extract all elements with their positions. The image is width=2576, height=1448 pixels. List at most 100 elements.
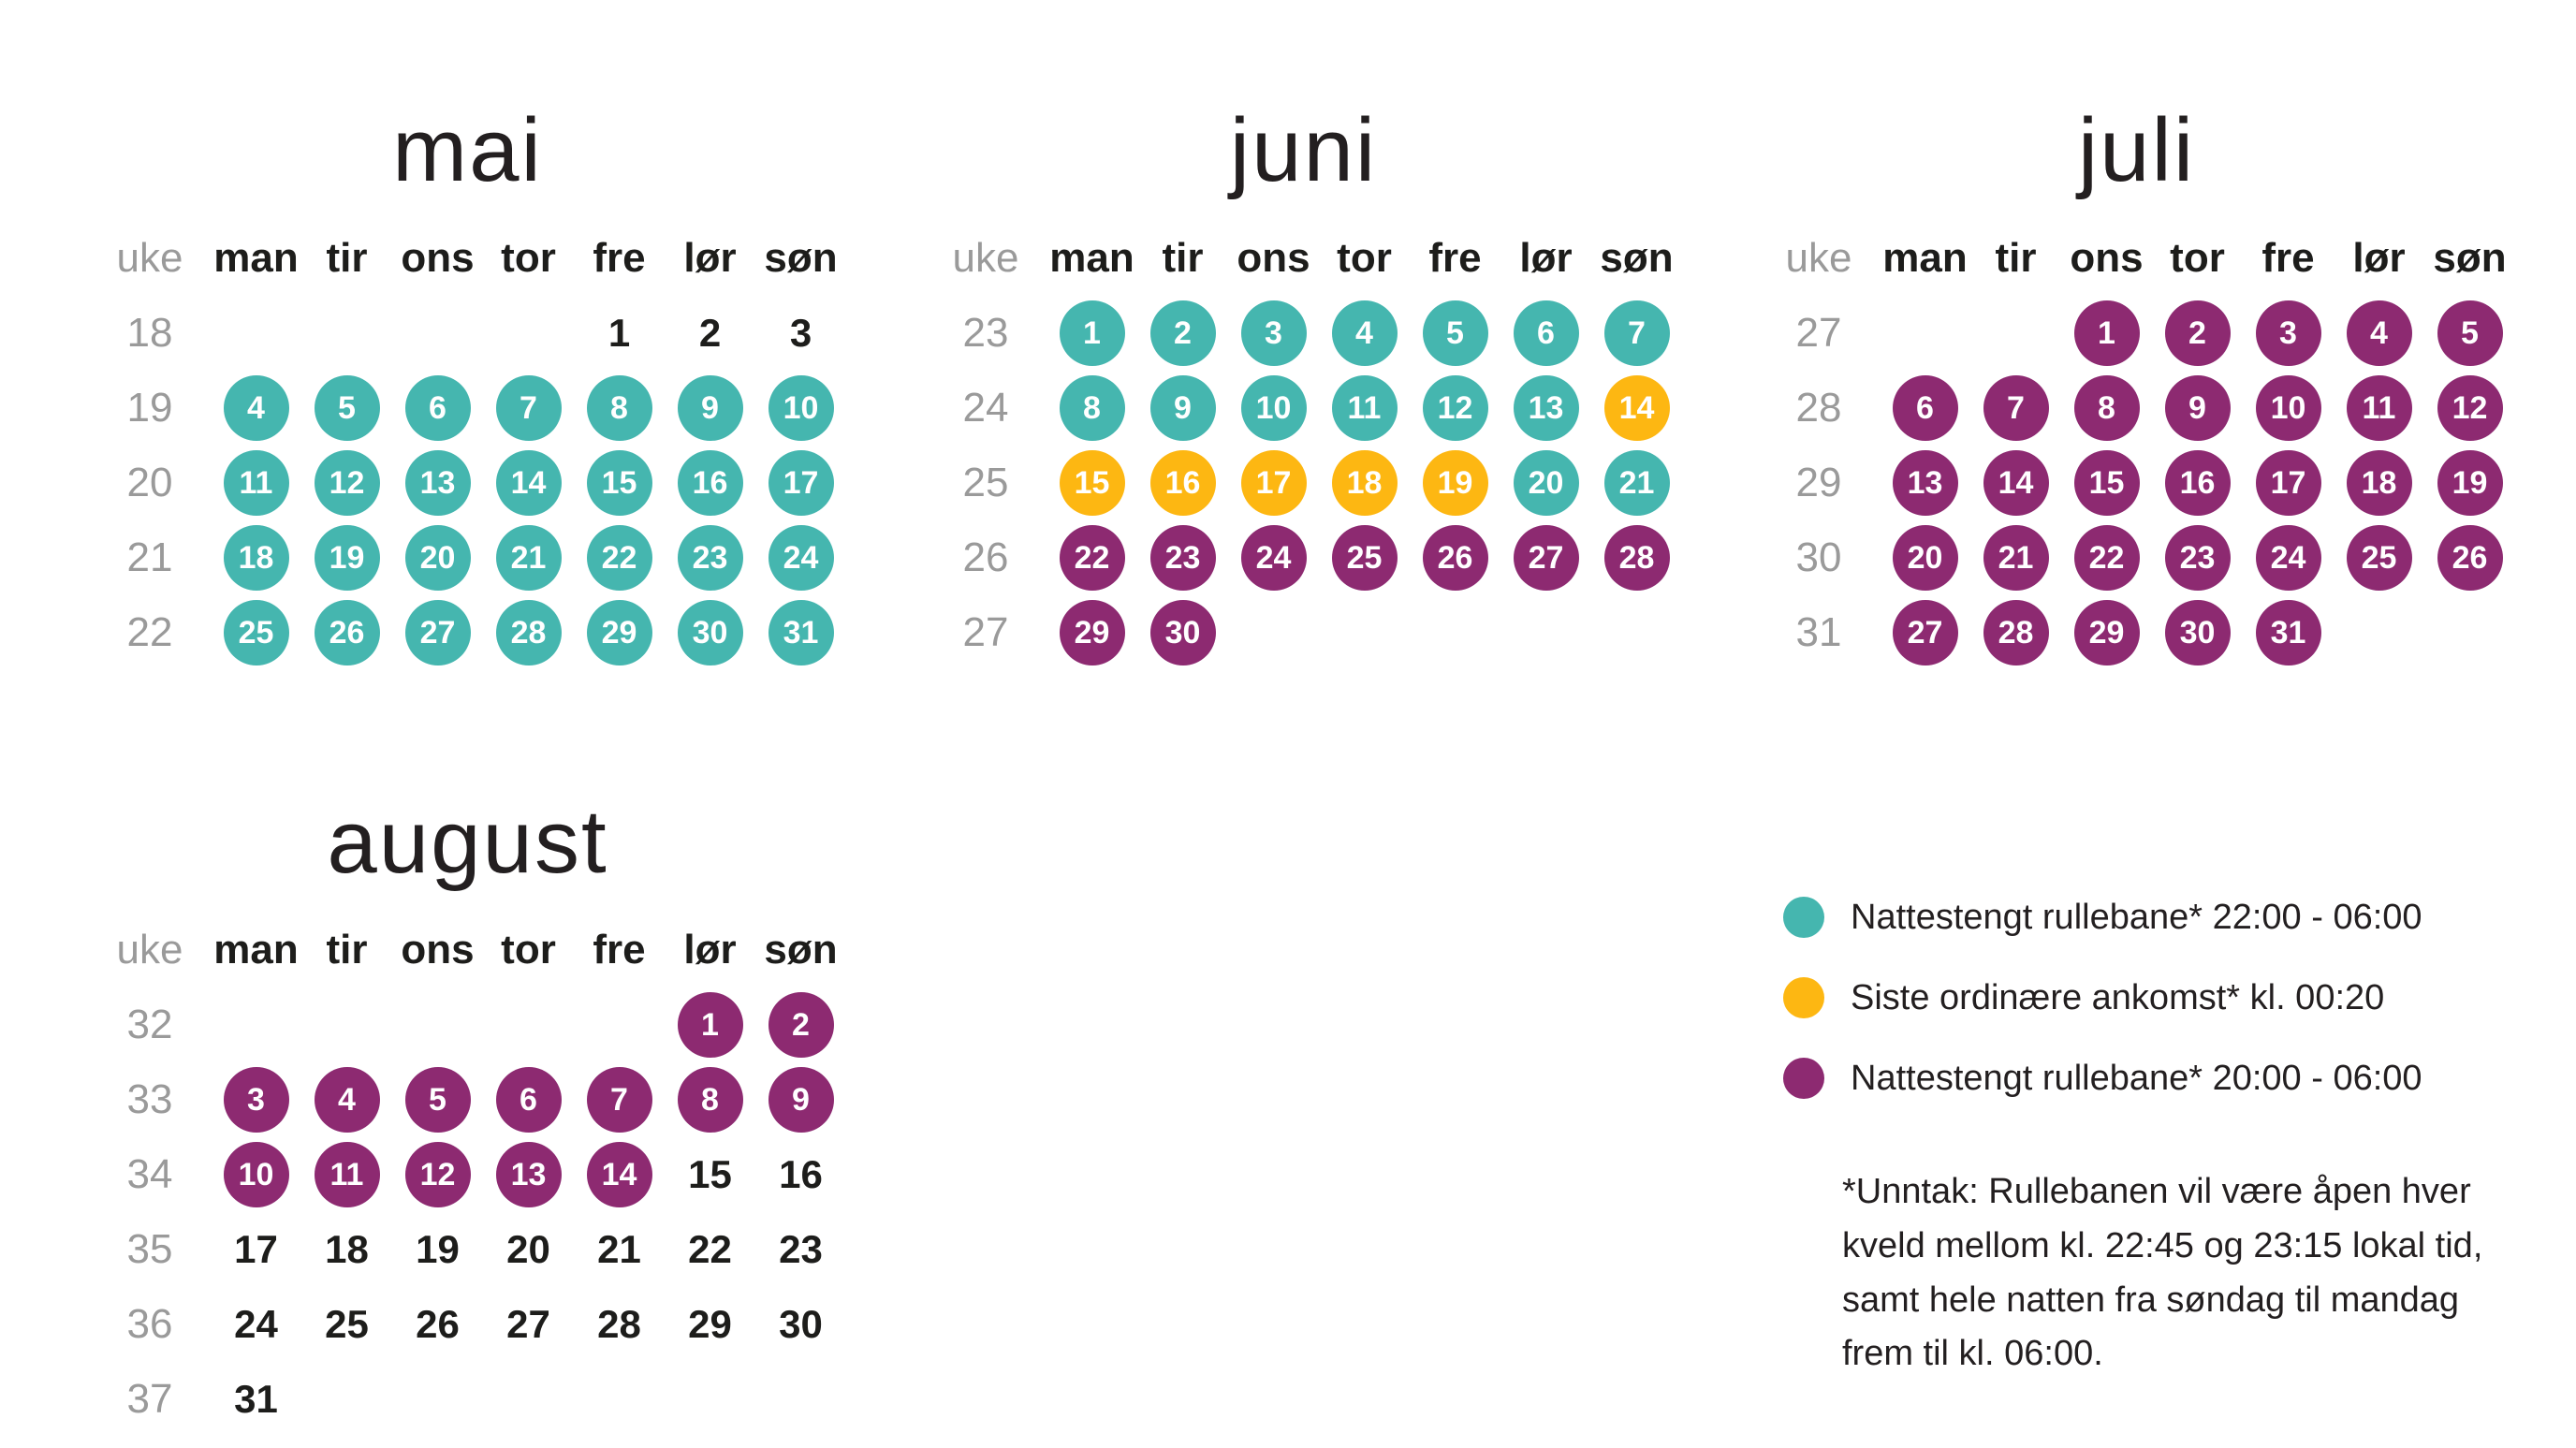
day-circle-purple: 7 [586, 1067, 652, 1133]
day-circle-purple: 10 [2255, 375, 2321, 441]
day-cell [1591, 595, 1682, 670]
weekday-label-fre: fre [593, 235, 646, 281]
weekday-label-søn: søn [2433, 235, 2507, 281]
day-circle-teal: 24 [768, 525, 834, 591]
day-circle-purple: 1 [2073, 300, 2140, 366]
day-cell: 6 [1880, 371, 1970, 446]
day-cell: 17 [1228, 446, 1319, 520]
day-cell: 16 [1137, 446, 1228, 520]
legend: Nattestengt rullebane* 22:00 - 06:00 Sist… [1783, 877, 2422, 1119]
day-cell [301, 987, 392, 1062]
legend-label: Nattestengt rullebane* 22:00 - 06:00 [1851, 897, 2422, 937]
day-circle-purple: 9 [2164, 375, 2231, 441]
weekday-label-søn: søn [764, 235, 838, 281]
week-number: 36 [126, 1301, 173, 1347]
month-title: juni [1229, 100, 1378, 200]
day-cell: 20 [483, 1212, 574, 1287]
day-cell: 11 [1319, 371, 1410, 446]
day-cell: 9 [755, 1062, 846, 1137]
week-number: 30 [1795, 534, 1842, 580]
day-circle-purple: 1 [677, 992, 743, 1058]
day-circle-yellow: 15 [1059, 450, 1125, 516]
day-circle-purple: 10 [223, 1142, 289, 1207]
day-cell [1500, 595, 1591, 670]
week-number: 32 [126, 1002, 173, 1047]
day-circle-purple: 26 [2437, 525, 2503, 591]
day-circle-teal: 4 [1331, 300, 1398, 366]
day-circle-yellow: 16 [1149, 450, 1216, 516]
day-cell [1880, 296, 1970, 371]
day-number: 22 [688, 1227, 732, 1271]
day-cell: 7 [574, 1062, 665, 1137]
week-number: 31 [1795, 609, 1842, 655]
day-cell: 7 [483, 371, 574, 446]
day-number: 25 [325, 1302, 369, 1346]
day-circle-purple: 30 [1149, 600, 1216, 665]
day-cell [574, 1362, 665, 1437]
day-circle-purple: 11 [2346, 375, 2412, 441]
day-cell [483, 987, 574, 1062]
day-circle-purple: 6 [1892, 375, 1958, 441]
day-circle-purple: 24 [2255, 525, 2321, 591]
week-number: 33 [126, 1076, 173, 1122]
week-number: 29 [1795, 460, 1842, 505]
legend-label: Nattestengt rullebane* 20:00 - 06:00 [1851, 1058, 2422, 1098]
day-cell: 7 [1970, 371, 2061, 446]
weekday-label-man: man [1049, 235, 1134, 281]
day-cell: 19 [301, 520, 392, 595]
day-circle-purple: 3 [223, 1067, 289, 1133]
day-circle-purple: 17 [2255, 450, 2321, 516]
day-cell: 22 [2061, 520, 2152, 595]
day-circle-teal: 21 [1603, 450, 1670, 516]
weekday-label-tor: tor [501, 927, 556, 973]
day-number: 28 [597, 1302, 641, 1346]
day-cell: 18 [301, 1212, 392, 1287]
day-cell: 27 [483, 1287, 574, 1362]
day-number: 29 [688, 1302, 732, 1346]
day-cell: 1 [574, 296, 665, 371]
day-circle-teal: 18 [223, 525, 289, 591]
day-cell: 9 [1137, 371, 1228, 446]
day-cell: 16 [2152, 446, 2243, 520]
day-cell [392, 1362, 483, 1437]
day-circle-teal: 3 [1240, 300, 1307, 366]
day-number: 3 [789, 311, 812, 355]
footnote: *Unntak: Rullebanen vil være åpen hver k… [1842, 1172, 2483, 1374]
day-cell: 26 [392, 1287, 483, 1362]
week-number: 24 [962, 385, 1009, 431]
day-cell: 3 [2243, 296, 2334, 371]
week-number: 26 [962, 534, 1009, 580]
day-cell: 8 [1046, 371, 1137, 446]
day-number: 19 [416, 1227, 460, 1271]
day-circle-purple: 13 [1892, 450, 1958, 516]
day-circle-teal: 31 [768, 600, 834, 665]
month-title: juli [2077, 100, 2196, 200]
day-cell: 28 [1970, 595, 2061, 670]
day-cell: 20 [1880, 520, 1970, 595]
day-cell: 29 [574, 595, 665, 670]
day-cell: 6 [483, 1062, 574, 1137]
day-cell: 13 [392, 446, 483, 520]
day-circle-teal: 20 [404, 525, 471, 591]
month-grid: uke man tir ons tor fre lør søn 23 1 2 3 4 5 6 7 24 8 9 10 1… [925, 221, 1682, 670]
weekday-label-man: man [213, 235, 299, 281]
day-cell: 28 [1591, 520, 1682, 595]
day-cell: 24 [2243, 520, 2334, 595]
day-cell: 14 [574, 1137, 665, 1212]
day-cell: 12 [1410, 371, 1500, 446]
day-cell: 23 [755, 1212, 846, 1287]
day-cell: 28 [574, 1287, 665, 1362]
day-cell: 28 [483, 595, 574, 670]
day-cell: 30 [665, 595, 755, 670]
day-circle-purple: 27 [1892, 600, 1958, 665]
day-cell: 19 [2424, 446, 2515, 520]
day-cell: 10 [211, 1137, 301, 1212]
weekday-label-lør: lør [2352, 235, 2406, 281]
day-cell [1228, 595, 1319, 670]
day-cell: 9 [665, 371, 755, 446]
day-cell: 31 [755, 595, 846, 670]
month-title: august [327, 792, 608, 892]
week-number: 25 [962, 460, 1009, 505]
day-circle-teal: 22 [586, 525, 652, 591]
day-cell: 5 [392, 1062, 483, 1137]
